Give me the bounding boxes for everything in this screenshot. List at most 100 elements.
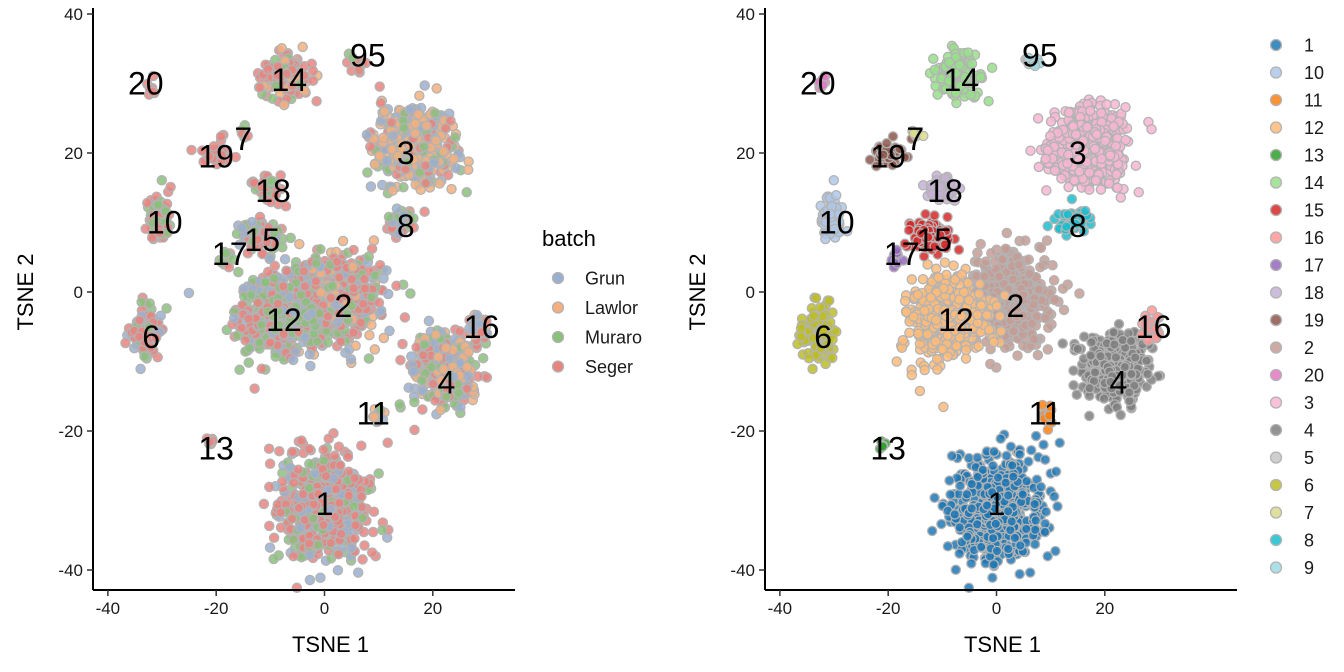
data-point — [481, 372, 493, 383]
data-point — [278, 99, 290, 111]
cluster-label: 3 — [397, 135, 415, 171]
data-point — [357, 512, 368, 524]
cluster-label: 6 — [142, 319, 160, 355]
data-point — [334, 460, 346, 471]
data-point — [1001, 450, 1012, 462]
data-point — [423, 315, 435, 327]
data-point — [1002, 543, 1014, 555]
data-point — [350, 340, 361, 352]
data-point — [311, 95, 322, 107]
data-point — [323, 433, 334, 444]
data-point — [263, 443, 275, 454]
data-point — [1096, 153, 1107, 164]
data-point — [348, 327, 359, 338]
data-point — [1040, 506, 1052, 517]
data-point — [1104, 150, 1116, 161]
data-point — [1057, 283, 1069, 294]
data-point — [419, 80, 430, 91]
data-point — [378, 332, 390, 344]
data-point — [373, 297, 385, 309]
data-point — [264, 481, 275, 493]
data-point — [345, 354, 357, 365]
data-point — [1045, 130, 1056, 142]
data-point — [295, 522, 306, 533]
data-point — [974, 278, 986, 290]
data-point — [994, 311, 1006, 322]
x-tick-label: 20 — [423, 599, 442, 618]
data-point — [973, 288, 985, 300]
data-point — [374, 81, 385, 92]
data-point — [1035, 481, 1047, 493]
data-point — [378, 132, 389, 144]
data-point — [1028, 299, 1039, 310]
data-point — [369, 270, 381, 281]
data-point — [348, 244, 359, 256]
data-point — [288, 550, 299, 562]
data-point — [382, 288, 394, 300]
data-point — [956, 269, 968, 280]
data-point — [243, 313, 254, 324]
data-point — [939, 257, 951, 268]
data-point — [264, 337, 276, 348]
data-point — [461, 187, 472, 198]
data-point — [972, 309, 983, 321]
data-point — [244, 342, 255, 354]
data-point — [988, 559, 999, 570]
data-point — [972, 452, 983, 463]
data-point — [144, 298, 155, 309]
data-point — [1029, 524, 1041, 536]
data-point — [337, 235, 349, 247]
data-point — [922, 329, 933, 340]
data-point — [1033, 284, 1044, 295]
data-point — [369, 344, 381, 355]
data-point — [375, 97, 387, 109]
data-point — [987, 572, 998, 583]
data-point — [1015, 540, 1026, 551]
data-point — [120, 337, 131, 349]
data-point — [414, 90, 425, 101]
x-axis-title: TSNE 1 — [292, 632, 369, 657]
data-point — [420, 177, 432, 189]
data-point — [409, 424, 420, 436]
data-point — [365, 181, 377, 192]
data-point — [304, 549, 315, 561]
x-tick-label: -20 — [204, 599, 229, 618]
data-point — [1029, 538, 1041, 550]
data-point — [904, 327, 915, 338]
cluster-label: 13 — [198, 430, 234, 466]
data-point — [313, 539, 324, 551]
data-point — [368, 235, 380, 246]
data-point — [430, 135, 442, 146]
data-point — [450, 132, 461, 143]
data-point — [413, 109, 424, 120]
data-point — [946, 450, 958, 462]
data-point — [363, 353, 375, 364]
data-point — [919, 364, 930, 376]
data-point — [232, 330, 243, 341]
data-point — [410, 118, 421, 129]
data-point — [398, 122, 410, 134]
data-point — [356, 491, 367, 502]
data-point — [355, 317, 367, 328]
data-point — [988, 336, 1000, 348]
data-point — [942, 541, 954, 552]
data-point — [406, 351, 417, 362]
y-tick-label: 20 — [64, 144, 83, 163]
data-point — [357, 298, 369, 310]
data-point — [306, 308, 317, 319]
data-point — [310, 275, 322, 287]
data-point — [359, 283, 371, 294]
data-point — [299, 281, 311, 292]
data-point — [281, 265, 293, 277]
data-point — [962, 531, 973, 542]
data-point — [960, 344, 972, 356]
data-point — [426, 361, 437, 373]
data-point — [913, 328, 924, 339]
data-point — [405, 288, 416, 299]
data-point — [1039, 454, 1051, 465]
data-point — [462, 164, 474, 176]
data-point — [256, 363, 268, 375]
data-point — [438, 146, 449, 157]
data-point — [333, 549, 344, 560]
